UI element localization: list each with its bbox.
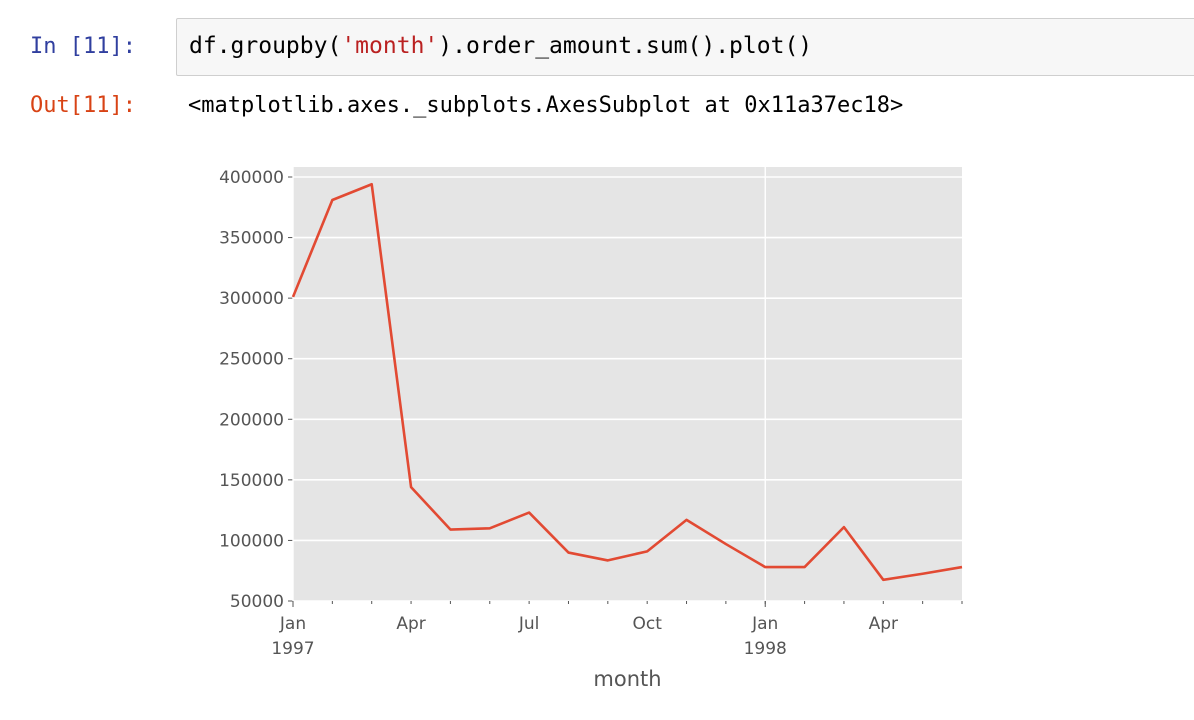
code-part: ).order_amount.sum().plot()	[438, 33, 813, 59]
y-tick-label: 50000	[230, 592, 284, 612]
input-prompt: In [11]:	[30, 34, 136, 59]
x-tick-label: Jan	[279, 614, 306, 634]
x-tick-sublabel: 1997	[271, 639, 314, 659]
y-tick-label: 400000	[219, 168, 284, 188]
output-prompt: Out[11]:	[30, 93, 136, 118]
y-tick-label: 200000	[219, 410, 284, 430]
code-string: 'month'	[341, 33, 439, 59]
y-tick-label: 350000	[219, 229, 284, 249]
x-tick-sublabel: 1998	[744, 639, 787, 659]
y-tick-label: 300000	[219, 289, 284, 309]
x-tick-label: Oct	[632, 614, 662, 634]
series-line	[291, 182, 963, 582]
code-input-cell[interactable]: df.groupby('month').order_amount.sum().p…	[176, 18, 1194, 76]
code-text: df.groupby('month').order_amount.sum().p…	[189, 33, 812, 59]
y-tick-label: 250000	[219, 350, 284, 370]
y-tick-label: 150000	[219, 471, 284, 491]
x-tick-label: Apr	[869, 614, 898, 634]
x-tick-label: Jan	[751, 614, 778, 634]
x-tick-label: Apr	[396, 614, 425, 634]
y-tick-label: 100000	[219, 531, 284, 551]
output-text: <matplotlib.axes._subplots.AxesSubplot a…	[188, 93, 904, 118]
code-part: df.groupby(	[189, 33, 342, 59]
plot-background	[293, 167, 962, 601]
x-tick-label: Jul	[518, 614, 540, 634]
x-axis-label: month	[593, 667, 661, 691]
